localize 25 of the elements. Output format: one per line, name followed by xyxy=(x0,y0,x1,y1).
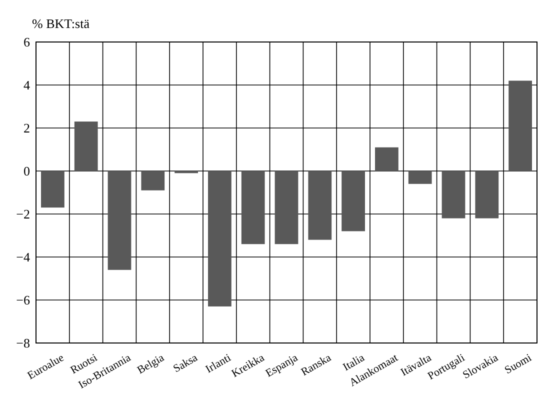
bar xyxy=(74,122,98,171)
x-tick-label: Saksa xyxy=(171,352,200,376)
bar xyxy=(141,171,165,190)
bar xyxy=(108,171,132,270)
y-axis-title: % BKT:stä xyxy=(32,16,90,31)
bar xyxy=(375,147,398,171)
bar xyxy=(308,171,332,240)
bar xyxy=(241,171,265,244)
bar xyxy=(408,171,432,184)
bar xyxy=(442,171,466,218)
bar xyxy=(274,171,298,244)
y-tick-label: −2 xyxy=(16,206,30,222)
y-tick-label: 2 xyxy=(24,120,30,136)
bar xyxy=(475,171,499,218)
y-tick-label: −4 xyxy=(16,250,30,265)
y-tick-label: −8 xyxy=(16,336,30,351)
y-tick-label: 0 xyxy=(24,164,30,179)
y-tick-label: −6 xyxy=(16,292,30,308)
bar xyxy=(208,171,232,306)
y-tick-label: 6 xyxy=(24,34,30,50)
bar xyxy=(342,171,365,232)
y-tick-label: 4 xyxy=(24,78,30,93)
x-tick-label: Belgia xyxy=(135,352,166,377)
bar xyxy=(41,171,64,208)
bar xyxy=(508,80,532,171)
